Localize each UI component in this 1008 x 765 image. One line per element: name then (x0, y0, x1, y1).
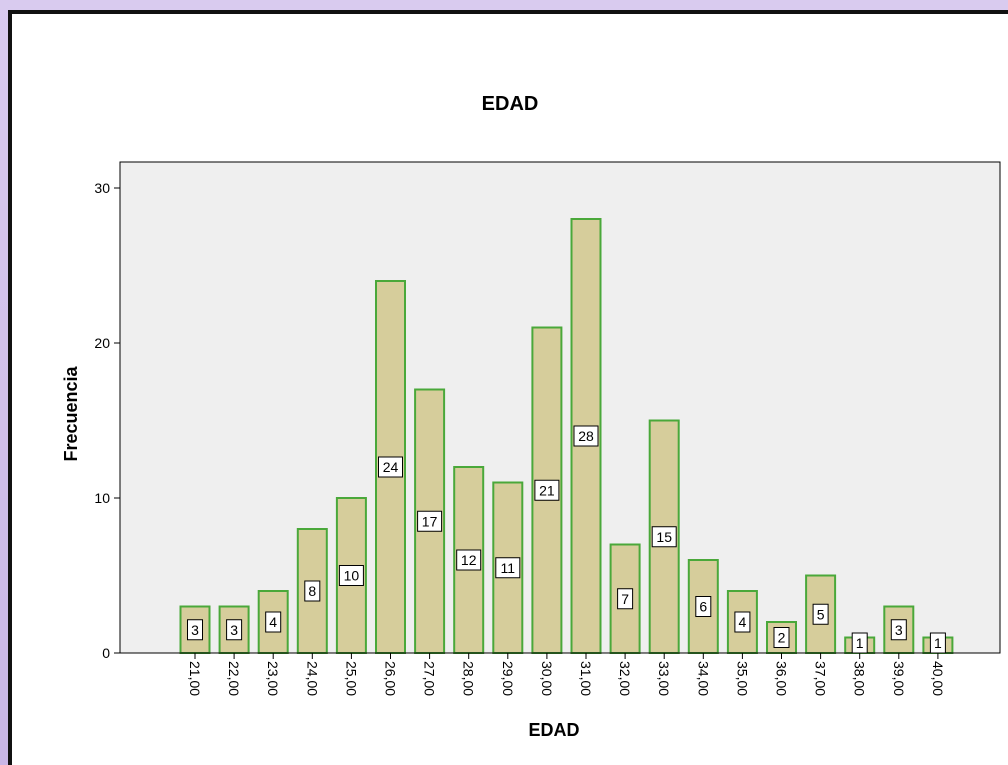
data-label: 28 (578, 428, 594, 444)
x-tick-label: 22,00 (226, 661, 242, 696)
chart-panel: EDAD 3 3 4 8 10 24 17 12 11 21 28 7 15 6 4 2 5 1 3 1 0 10 20 3… (8, 10, 1008, 765)
data-label: 1 (934, 635, 942, 651)
data-label-box (890, 619, 907, 641)
data-label-box (187, 619, 203, 641)
x-tick-label: 35,00 (734, 661, 750, 696)
x-tick-label: 37,00 (813, 661, 829, 696)
data-label: 7 (621, 591, 629, 607)
x-tick-label: 28,00 (461, 661, 477, 696)
x-tick-label: 32,00 (617, 661, 633, 696)
data-label: 4 (269, 614, 277, 630)
y-tick-label: 20 (94, 335, 110, 351)
data-label: 17 (422, 513, 438, 529)
x-tick-label: 34,00 (695, 661, 711, 696)
data-label: 10 (344, 568, 360, 584)
data-label: 3 (191, 622, 199, 638)
y-tick-label: 10 (94, 490, 110, 506)
data-label-box (573, 425, 599, 447)
x-tick-label: 29,00 (500, 661, 516, 696)
data-label-box (812, 603, 829, 625)
bar-chart: EDAD 3 3 4 8 10 24 17 12 11 21 28 7 15 6 4 2 5 1 3 1 0 10 20 3… (61, 93, 1001, 740)
data-label-box (378, 456, 403, 478)
data-label: 1 (856, 635, 864, 651)
x-tick-label: 26,00 (383, 661, 399, 696)
x-tick-label: 39,00 (891, 661, 907, 696)
data-label-box (695, 596, 712, 617)
x-tick-label: 36,00 (774, 661, 790, 696)
data-label-box (417, 510, 443, 532)
data-label-box (734, 611, 751, 633)
x-tick-label: 40,00 (930, 661, 946, 696)
data-label-box (265, 611, 282, 633)
y-tick-label: 0 (102, 645, 110, 661)
data-label: 24 (383, 459, 399, 475)
data-label-box (456, 549, 482, 571)
data-label: 5 (817, 606, 825, 622)
data-label-box (773, 627, 790, 648)
data-label: 12 (461, 552, 477, 568)
data-label: 15 (656, 529, 672, 545)
x-tick-label: 31,00 (578, 661, 594, 696)
data-label-box (338, 565, 364, 586)
chart-title: EDAD (482, 93, 539, 115)
data-label-box (617, 588, 634, 610)
x-tick-label: 38,00 (852, 661, 868, 696)
data-label-box (534, 479, 560, 501)
data-label-box (651, 526, 677, 548)
x-tick-label: 33,00 (656, 661, 672, 696)
x-tick-label: 21,00 (187, 661, 203, 696)
data-label: 3 (230, 622, 238, 638)
x-axis-title: EDAD (528, 720, 579, 740)
data-label: 4 (739, 614, 747, 630)
x-tick-label: 30,00 (539, 661, 555, 696)
data-label: 8 (308, 583, 316, 599)
x-tick-label: 24,00 (304, 661, 320, 696)
data-label: 3 (895, 622, 903, 638)
data-label: 21 (539, 482, 555, 498)
data-label: 2 (778, 630, 786, 646)
x-tick-label: 25,00 (343, 661, 359, 696)
data-label-box (304, 580, 321, 602)
data-label: 11 (501, 560, 516, 576)
y-tick-label: 30 (94, 180, 110, 196)
data-label: 6 (699, 599, 707, 615)
x-tick-label: 23,00 (265, 661, 281, 696)
data-label-box (226, 619, 243, 641)
data-label-box (495, 557, 521, 579)
x-tick-label: 27,00 (422, 661, 438, 696)
y-axis-title: Frecuencia (61, 365, 81, 461)
